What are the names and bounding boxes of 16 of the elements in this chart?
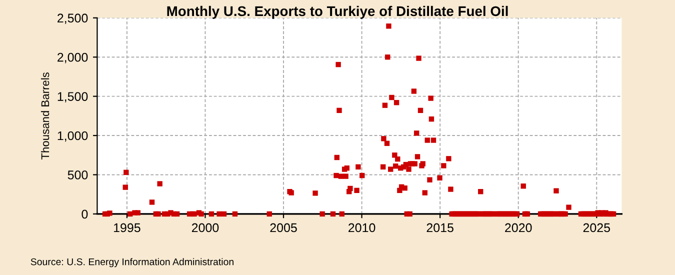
y-tick-label: 2,500 [58,14,88,24]
source-note: Source: U.S. Energy Information Administration [30,258,234,268]
y-axis-title: Thousand Barrels [40,72,50,160]
chart-title: Monthly U.S. Exports to Turkiye of Distillate Fuel Oil [167,6,508,19]
y-tick-label: 500 [68,170,88,180]
x-tick-label: 2025 [583,223,610,232]
y-tick-label: 1,500 [58,92,88,102]
x-tick-label: 2005 [270,223,297,232]
x-tick-label: 1995 [114,223,140,232]
y-tick-label: 2,000 [58,52,88,64]
y-tick-label: 0 [82,210,88,219]
x-tick-label: 2010 [348,223,376,232]
x-tick-label: 2015 [426,223,454,232]
x-tick-label: 2020 [505,223,532,232]
y-tick-label: 1,000 [58,131,88,142]
x-tick-label: 2000 [192,223,219,232]
